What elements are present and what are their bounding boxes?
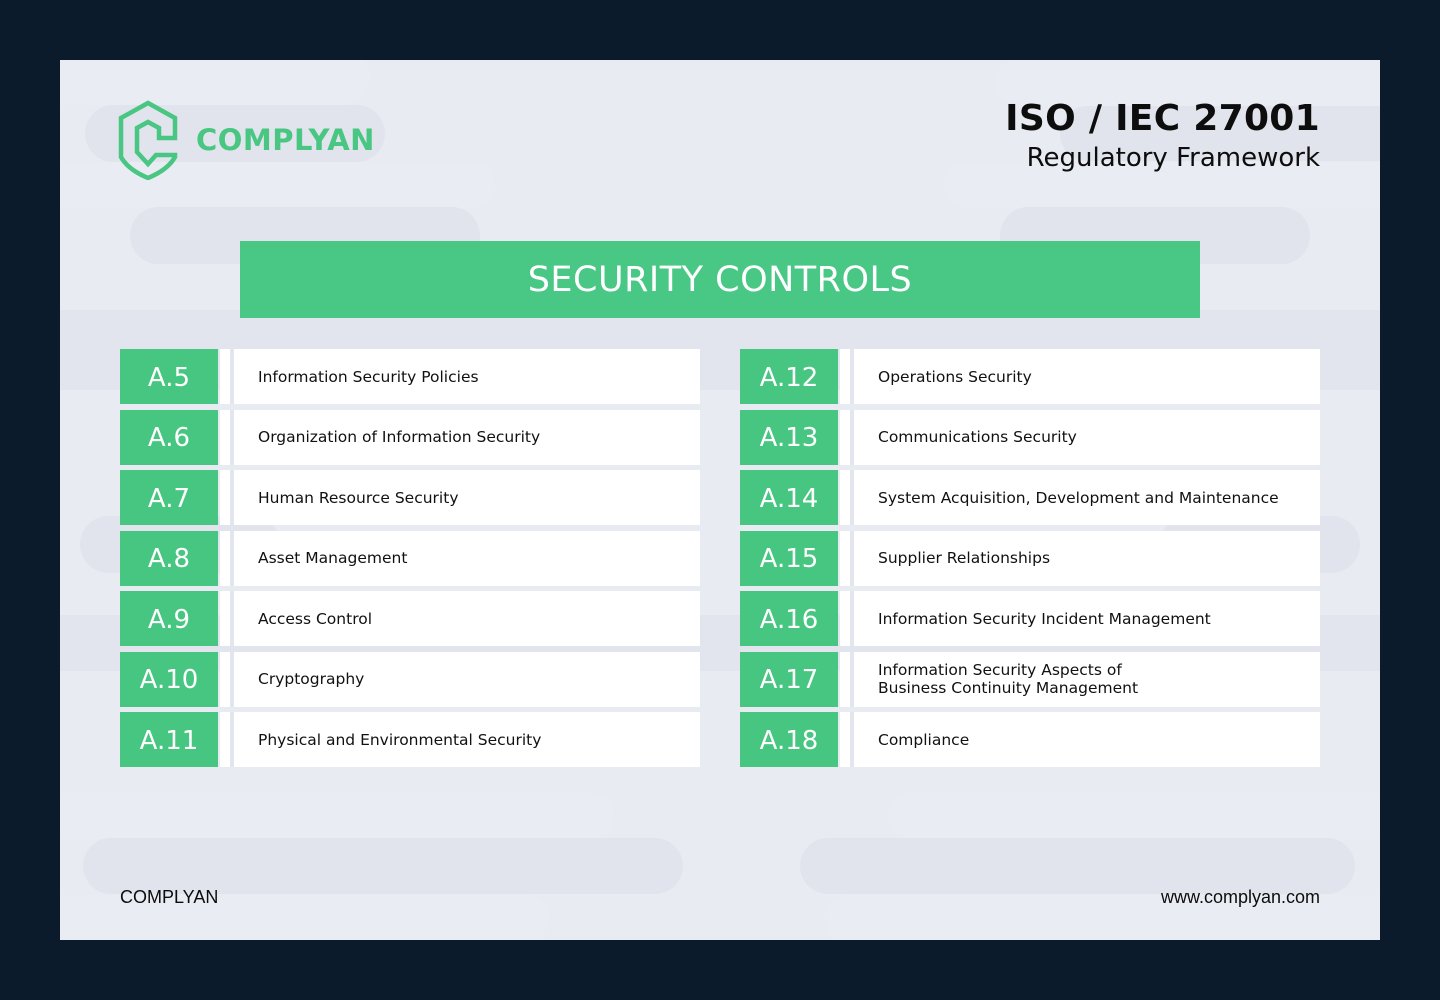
control-row: A.12 Operations Security <box>740 349 1320 404</box>
background-pill <box>800 838 1355 894</box>
row-divider <box>230 712 234 767</box>
row-spacer <box>220 530 230 586</box>
control-label: Access Control <box>234 591 700 646</box>
row-divider <box>850 349 854 404</box>
control-code: A.13 <box>740 409 838 465</box>
row-divider <box>850 409 854 465</box>
row-spacer <box>840 712 850 767</box>
control-code: A.15 <box>740 530 838 586</box>
control-code: A.16 <box>740 591 838 646</box>
control-code: A.8 <box>120 530 218 586</box>
row-divider <box>230 409 234 465</box>
row-spacer <box>840 651 850 707</box>
control-code: A.10 <box>120 651 218 707</box>
control-row: A.5 Information Security Policies <box>120 349 700 404</box>
row-divider <box>850 470 854 525</box>
control-row: A.9 Access Control <box>120 591 700 646</box>
row-spacer <box>220 651 230 707</box>
background-pill <box>1060 106 1380 161</box>
header-title-block: ISO / IEC 27001 Regulatory Framework <box>1005 98 1320 176</box>
control-row: A.10 Cryptography <box>120 651 700 707</box>
control-label: Physical and Environmental Security <box>234 712 700 767</box>
control-label: Organization of Information Security <box>234 409 700 465</box>
row-divider <box>850 712 854 767</box>
control-row: A.6 Organization of Information Security <box>120 409 700 465</box>
section-banner: SECURITY CONTROLS <box>240 241 1200 318</box>
control-code: A.6 <box>120 409 218 465</box>
row-spacer <box>220 349 230 404</box>
control-code: A.14 <box>740 470 838 525</box>
control-code: A.9 <box>120 591 218 646</box>
control-label: Compliance <box>854 712 1320 767</box>
row-divider <box>850 530 854 586</box>
row-divider <box>230 651 234 707</box>
footer-brand: COMPLYAN <box>120 887 219 907</box>
page-title: ISO / IEC 27001 <box>1005 98 1320 139</box>
row-spacer <box>220 409 230 465</box>
control-label: Information Security Aspects of Business… <box>854 651 1320 707</box>
row-divider <box>230 591 234 646</box>
control-row: A.11 Physical and Environmental Security <box>120 712 700 767</box>
control-label: Operations Security <box>854 349 1320 404</box>
background-pill <box>60 793 615 839</box>
control-row: A.15 Supplier Relationships <box>740 530 1320 586</box>
control-label: System Acquisition, Development and Main… <box>854 470 1320 525</box>
row-divider <box>230 530 234 586</box>
row-spacer <box>840 591 850 646</box>
brand-name: COMPLYAN <box>196 123 375 157</box>
infographic-card: COMPLYAN ISO / IEC 27001 Regulatory Fram… <box>60 60 1380 940</box>
control-row: A.16 Information Security Incident Manag… <box>740 591 1320 646</box>
control-row: A.17 Information Security Aspects of Bus… <box>740 651 1320 707</box>
controls-column-right: A.12 Operations Security A.13 Communicat… <box>740 349 1320 773</box>
row-spacer <box>220 591 230 646</box>
row-spacer <box>840 349 850 404</box>
background-pill <box>888 793 1380 839</box>
row-spacer <box>220 470 230 525</box>
page-subtitle: Regulatory Framework <box>1026 143 1320 173</box>
control-row: A.14 System Acquisition, Development and… <box>740 470 1320 525</box>
row-spacer <box>840 470 850 525</box>
controls-column-left: A.5 Information Security Policies A.6 Or… <box>120 349 700 773</box>
row-spacer <box>220 712 230 767</box>
control-code: A.7 <box>120 470 218 525</box>
control-code: A.18 <box>740 712 838 767</box>
background-pill <box>60 895 550 940</box>
footer-website-link[interactable]: www.complyan.com <box>1160 887 1320 907</box>
brand-logo: COMPLYAN <box>118 100 375 180</box>
background-pill <box>83 838 683 894</box>
control-code: A.17 <box>740 651 838 707</box>
background-pill <box>60 60 370 105</box>
row-spacer <box>840 530 850 586</box>
control-row: A.13 Communications Security <box>740 409 1320 465</box>
control-row: A.8 Asset Management <box>120 530 700 586</box>
row-divider <box>850 591 854 646</box>
control-label: Information Security Policies <box>234 349 700 404</box>
row-divider <box>230 470 234 525</box>
control-label: Supplier Relationships <box>854 530 1320 586</box>
control-code: A.11 <box>120 712 218 767</box>
background-pill <box>943 162 1380 208</box>
control-label: Human Resource Security <box>234 470 700 525</box>
control-row: A.7 Human Resource Security <box>120 470 700 525</box>
control-label: Information Security Incident Management <box>854 591 1320 646</box>
control-code: A.12 <box>740 349 838 404</box>
background-pill <box>825 895 1380 940</box>
control-code: A.5 <box>120 349 218 404</box>
background-pill <box>995 60 1380 106</box>
control-row: A.18 Compliance <box>740 712 1320 767</box>
control-label: Asset Management <box>234 530 700 586</box>
row-spacer <box>840 409 850 465</box>
shield-c-icon <box>118 100 178 180</box>
control-label: Cryptography <box>234 651 700 707</box>
row-divider <box>230 349 234 404</box>
row-divider <box>850 651 854 707</box>
control-label: Communications Security <box>854 409 1320 465</box>
